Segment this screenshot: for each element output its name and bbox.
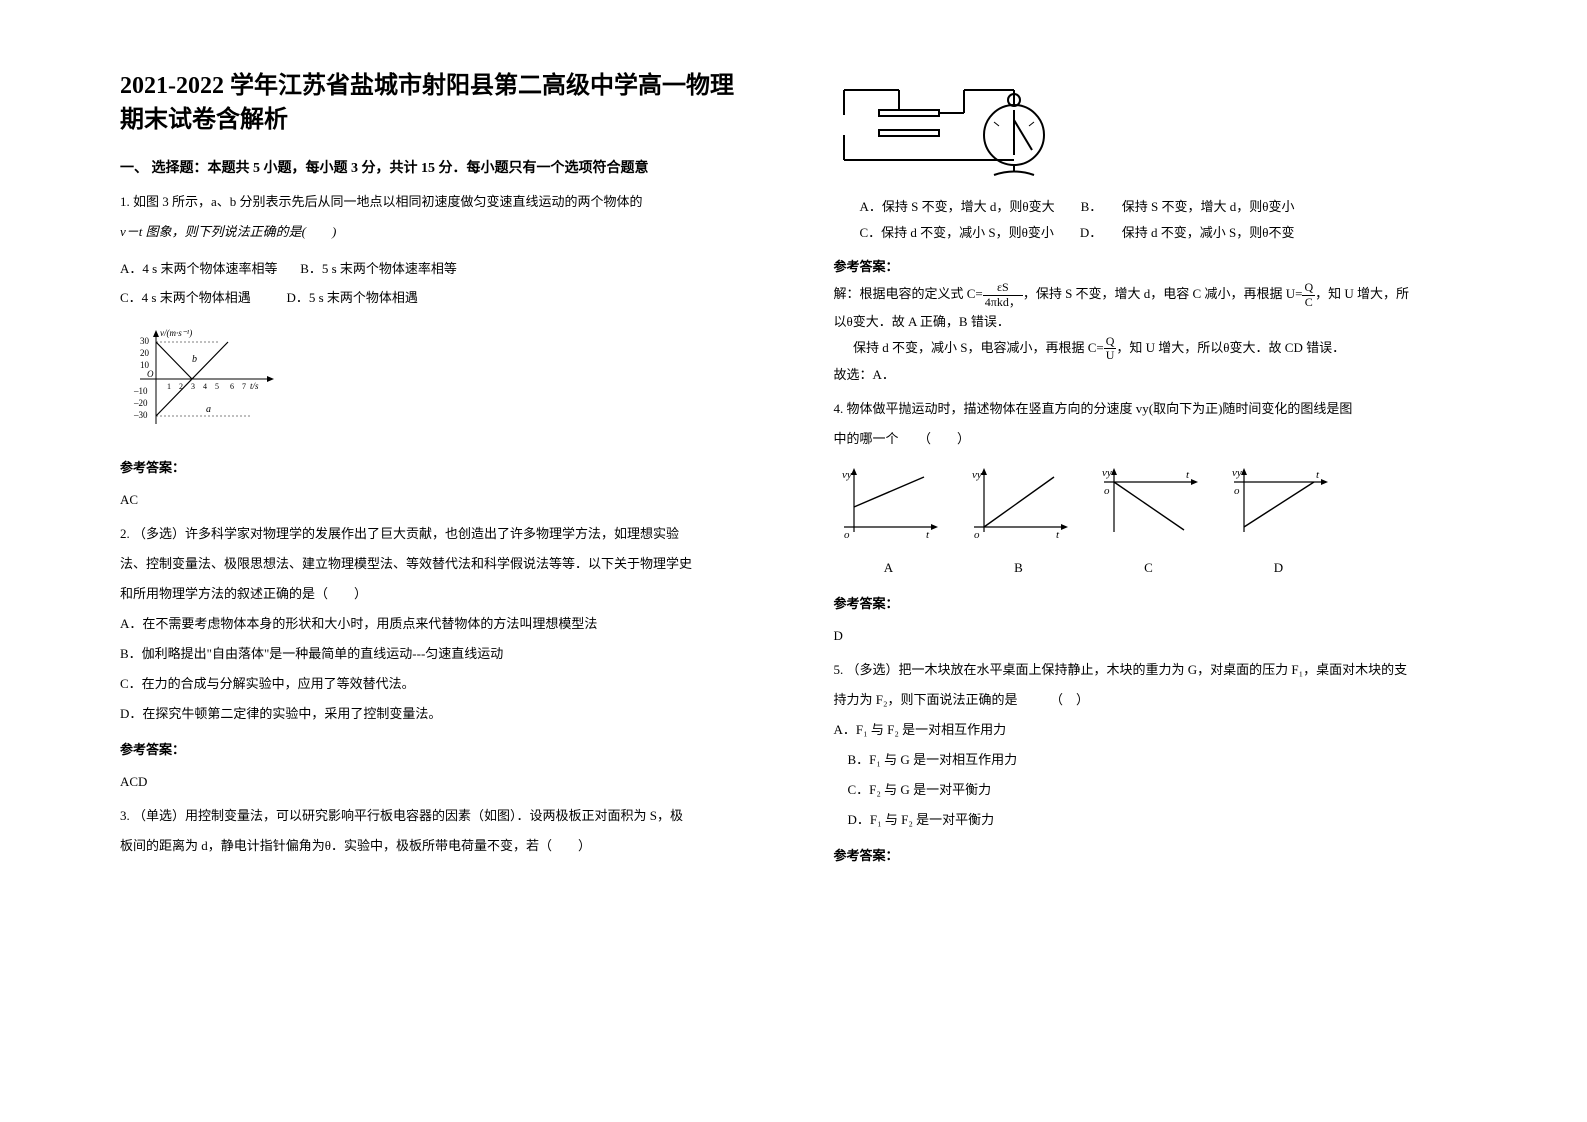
q2-opt-c: C．在力的合成与分解实验中，应用了等效替代法。 [120,671,754,697]
vt-graph-svg: 30 20 10 O –10 –20 –30 1 2 3 4 5 6 7 [120,324,280,434]
svg-text:v/(m·s⁻¹): v/(m·s⁻¹) [160,328,192,338]
q5-answer-label: 参考答案： [834,843,1468,869]
q3-sol-l3: 保持 d 不变，减小 S，电容减小，再根据 C=QU，知 U 增大，所以θ变大．… [834,335,1468,363]
formula-c2: QU [1104,335,1117,362]
q3-sol-l1: 解：根据电容的定义式 C=εS4πkd，，保持 S 不变，增大 d，电容 C 减… [834,281,1468,309]
svg-text:4: 4 [203,382,207,391]
left-column: 2021-2022 学年江苏省盐城市射阳县第二高级中学高一物理期末试卷含解析 一… [100,70,794,1052]
q4-label-d: D [1224,555,1334,581]
svg-text:vy: vy [1102,467,1112,479]
svg-text:t: t [926,529,930,541]
svg-text:1: 1 [167,382,171,391]
q3-opt-d: D． 保持 d 不变，减小 S，则θ不变 [1080,225,1295,240]
q5-stem-l1: 5. （多选）把一木块放在水平桌面上保持静止，木块的重力为 G，对桌面的压力 F… [834,657,1468,683]
q2-answer-label: 参考答案： [120,737,754,763]
svg-text:30: 30 [140,336,150,346]
q4-label-b: B [964,555,1074,581]
svg-text:vy: vy [972,469,982,481]
svg-text:3: 3 [191,382,195,391]
q4-graph-b: vy o t B [964,462,1074,581]
q2-opt-b: B．伽利略提出"自由落体"是一种最简单的直线运动---匀速直线运动 [120,641,754,667]
svg-text:6: 6 [230,382,234,391]
graph-d-svg: vy o t [1224,462,1334,542]
svg-text:t: t [1316,469,1320,481]
q3-answer-label: 参考答案： [834,256,1468,275]
q4-graph-c: vy o t C [1094,462,1204,581]
q3-stem-l2: 板间的距离为 d，静电计指针偏角为θ．实验中，极板所带电荷量不变，若（ ） [120,833,754,859]
question-5: 5. （多选）把一木块放在水平桌面上保持静止，木块的重力为 G，对桌面的压力 F… [834,657,1468,869]
svg-text:–30: –30 [133,410,148,420]
exam-title: 2021-2022 学年江苏省盐城市射阳县第二高级中学高一物理期末试卷含解析 [120,70,754,137]
q5-opt-d: D．F₁ 与 F₂ 是一对平衡力 [834,807,1468,833]
q3-circuit-figure [834,70,1468,184]
svg-text:t: t [1186,469,1190,481]
q1-options: A．4 s 末两个物体速率相等 B．5 s 末两个物体速率相等 C．4 s 末两… [120,255,754,312]
q2-stem-l2: 法、控制变量法、极限思想法、建立物理模型法、等效替代法和科学假说法等等．以下关于… [120,551,754,577]
q4-stem-l1: 4. 物体做平抛运动时，描述物体在竖直方向的分速度 vy(取向下为正)随时间变化… [834,396,1468,422]
svg-text:b: b [192,354,197,365]
q4-answer-label: 参考答案： [834,591,1468,617]
q3-opt-b: B． 保持 S 不变，增大 d，则θ变小 [1081,199,1295,214]
q4-label-c: C [1094,555,1204,581]
q4-graph-d: vy o t D [1224,462,1334,581]
q5-opt-c: C．F₂ 与 G 是一对平衡力 [834,777,1468,803]
q4-graph-a: vy o t A [834,462,944,581]
svg-text:5: 5 [215,382,219,391]
q3-sol-l4: 故选：A． [834,362,1468,388]
question-2: 2. （多选）许多科学家对物理学的发展作出了巨大贡献，也创造出了许多物理学方法，… [120,521,754,795]
q1-vt-graph: 30 20 10 O –10 –20 –30 1 2 3 4 5 6 7 [120,324,754,443]
q2-answer: ACD [120,769,754,795]
q1-opt-d: D．5 s 末两个物体相遇 [286,290,417,305]
q4-label-a: A [834,555,944,581]
formula-u1: QC [1302,281,1315,308]
q1-opt-b: B．5 s 末两个物体速率相等 [300,261,457,276]
q1-stem-line2: v－t 图象，则下列说法正确的是( ) [120,219,754,245]
right-column: A．保持 S 不变，增大 d，则θ变大 B． 保持 S 不变，增大 d，则θ变小… [794,70,1488,1052]
q3-opt-a: A．保持 S 不变，增大 d，则θ变大 [860,199,1055,214]
q2-opt-d: D．在探究牛顿第二定律的实验中，采用了控制变量法。 [120,701,754,727]
svg-text:t/s: t/s [250,381,259,391]
svg-text:7: 7 [242,382,246,391]
graph-b-svg: vy o t [964,462,1074,542]
q2-stem-l3: 和所用物理学方法的叙述正确的是（ ） [120,581,754,607]
svg-text:–20: –20 [133,398,148,408]
q2-stem-l1: 2. （多选）许多科学家对物理学的发展作出了巨大贡献，也创造出了许多物理学方法，… [120,521,754,547]
q5-opt-a: A．F₁ 与 F₂ 是一对相互作用力 [834,717,1468,743]
svg-text:vy: vy [1232,467,1242,479]
q1-answer-label: 参考答案： [120,455,754,481]
svg-text:t: t [1056,529,1060,541]
svg-text:o: o [1104,485,1110,497]
svg-text:o: o [1234,485,1240,497]
q5-stem-l2: 持力为 F₂，则下面说法正确的是 （ ） [834,687,1468,713]
svg-text:O: O [147,369,154,379]
q2-opt-a: A．在不需要考虑物体本身的形状和大小时，用质点来代替物体的方法叫理想模型法 [120,611,754,637]
q1-opt-a: A．4 s 末两个物体速率相等 [120,261,277,276]
formula-c1: εS4πkd， [983,281,1023,308]
svg-text:o: o [844,529,850,541]
q3-options: A．保持 S 不变，增大 d，则θ变大 B． 保持 S 不变，增大 d，则θ变小… [834,194,1468,246]
question-1: 1. 如图 3 所示，a、b 分别表示先后从同一地点以相同初速度做匀变速直线运动… [120,189,754,513]
q5-opt-b: B．F₁ 与 G 是一对相互作用力 [834,747,1468,773]
question-3-stem: 3. （单选）用控制变量法，可以研究影响平行板电容器的因素（如图）．设两极板正对… [120,803,754,859]
section-1-header: 一、 选择题：本题共 5 小题，每小题 3 分，共计 15 分．每小题只有一个选… [120,157,754,177]
graph-c-svg: vy o t [1094,462,1204,542]
q3-sol-l2: 以θ变大．故 A 正确，B 错误． [834,309,1468,335]
q1-stem-line1: 1. 如图 3 所示，a、b 分别表示先后从同一地点以相同初速度做匀变速直线运动… [120,189,754,215]
svg-text:a: a [206,404,211,415]
q1-answer: AC [120,487,754,513]
svg-text:vy: vy [842,469,852,481]
q3-solution: 解：根据电容的定义式 C=εS4πkd，，保持 S 不变，增大 d，电容 C 减… [834,281,1468,388]
q3-stem-l1: 3. （单选）用控制变量法，可以研究影响平行板电容器的因素（如图）．设两极板正对… [120,803,754,829]
q1-opt-c: C．4 s 末两个物体相遇 [120,290,251,305]
graph-a-svg: vy o t [834,462,944,542]
svg-text:o: o [974,529,980,541]
q4-answer: D [834,623,1468,649]
svg-text:20: 20 [140,348,150,358]
q4-graphs: vy o t A vy o t B [834,462,1468,581]
capacitor-electroscope-svg [834,70,1114,180]
q3-opt-c: C．保持 d 不变，减小 S，则θ变小 [860,225,1054,240]
svg-text:–10: –10 [133,386,148,396]
question-4: 4. 物体做平抛运动时，描述物体在竖直方向的分速度 vy(取向下为正)随时间变化… [834,396,1468,649]
q4-stem-l2: 中的哪一个 （ ） [834,426,1468,452]
